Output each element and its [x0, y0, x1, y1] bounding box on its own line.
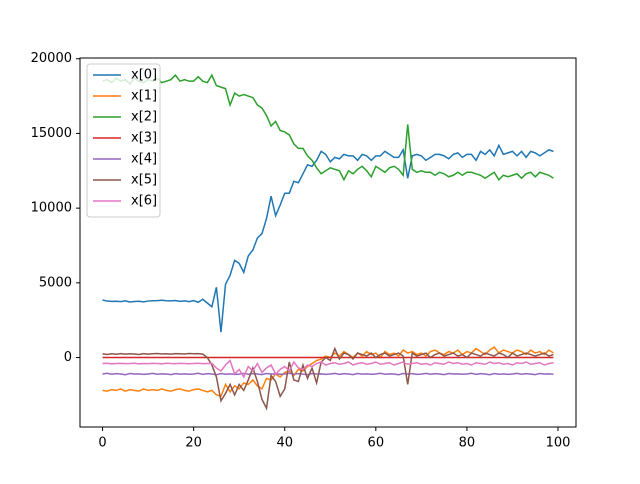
series-line [102, 359, 554, 379]
legend-label: x[0] [131, 68, 157, 83]
legend-label: x[4] [131, 152, 157, 167]
legend-label: x[2] [131, 110, 157, 125]
y-tick-label: 5000 [39, 275, 72, 290]
series-line [102, 143, 554, 333]
legend-label: x[5] [131, 173, 157, 188]
x-tick-label: 100 [546, 436, 571, 451]
legend-label: x[3] [131, 131, 157, 146]
x-tick-label: 40 [276, 436, 293, 451]
series-line [102, 346, 554, 411]
plot-frame [79, 57, 577, 428]
series-line [102, 372, 554, 376]
x-tick-label: 60 [368, 436, 385, 451]
y-tick-label: 15000 [31, 126, 72, 141]
legend-label: x[6] [131, 194, 157, 209]
y-tick-label: 0 [64, 350, 72, 365]
x-tick-label: 80 [459, 436, 476, 451]
legend-box [86, 63, 161, 218]
y-tick-label: 20000 [31, 51, 72, 66]
x-tick-label: 20 [185, 436, 202, 451]
x-tick-label: 0 [98, 436, 106, 451]
series-line [102, 73, 554, 182]
y-tick-label: 10000 [31, 201, 72, 216]
legend-label: x[1] [131, 89, 157, 104]
